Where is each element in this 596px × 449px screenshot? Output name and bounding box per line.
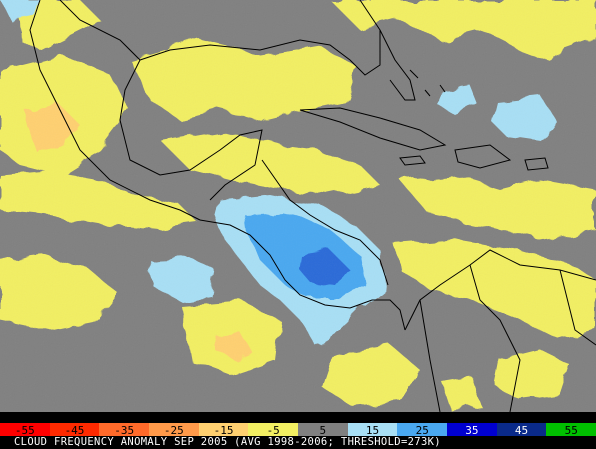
scale-step-15: 15 — [347, 423, 398, 437]
scale-step--5: -5 — [248, 423, 299, 437]
scale-step--35: -35 — [99, 423, 150, 437]
scale-step-45: 45 — [496, 423, 547, 437]
scale-step--55: -55 — [0, 423, 50, 437]
scale-step--15: -15 — [198, 423, 249, 437]
credit-label: CIRA/RAMM — [1, 413, 50, 423]
scale-step-5: 5 — [298, 423, 348, 437]
map-svg — [0, 0, 596, 413]
scale-step--45: -45 — [49, 423, 100, 437]
scale-step--25: -25 — [149, 423, 199, 437]
anomaly-map — [0, 0, 596, 413]
scale-step-35: 35 — [447, 423, 497, 437]
scale-step-25: 25 — [397, 423, 448, 437]
coastlines — [29, 0, 596, 413]
scale-step-55: 55 — [546, 423, 596, 437]
map-caption: CLOUD FREQUENCY ANOMALY SEP 2005 (AVG 19… — [0, 436, 596, 449]
color-scale-bar: -55 -45 -35 -25 -15 -5 5 15 25 35 45 55 — [0, 423, 596, 437]
